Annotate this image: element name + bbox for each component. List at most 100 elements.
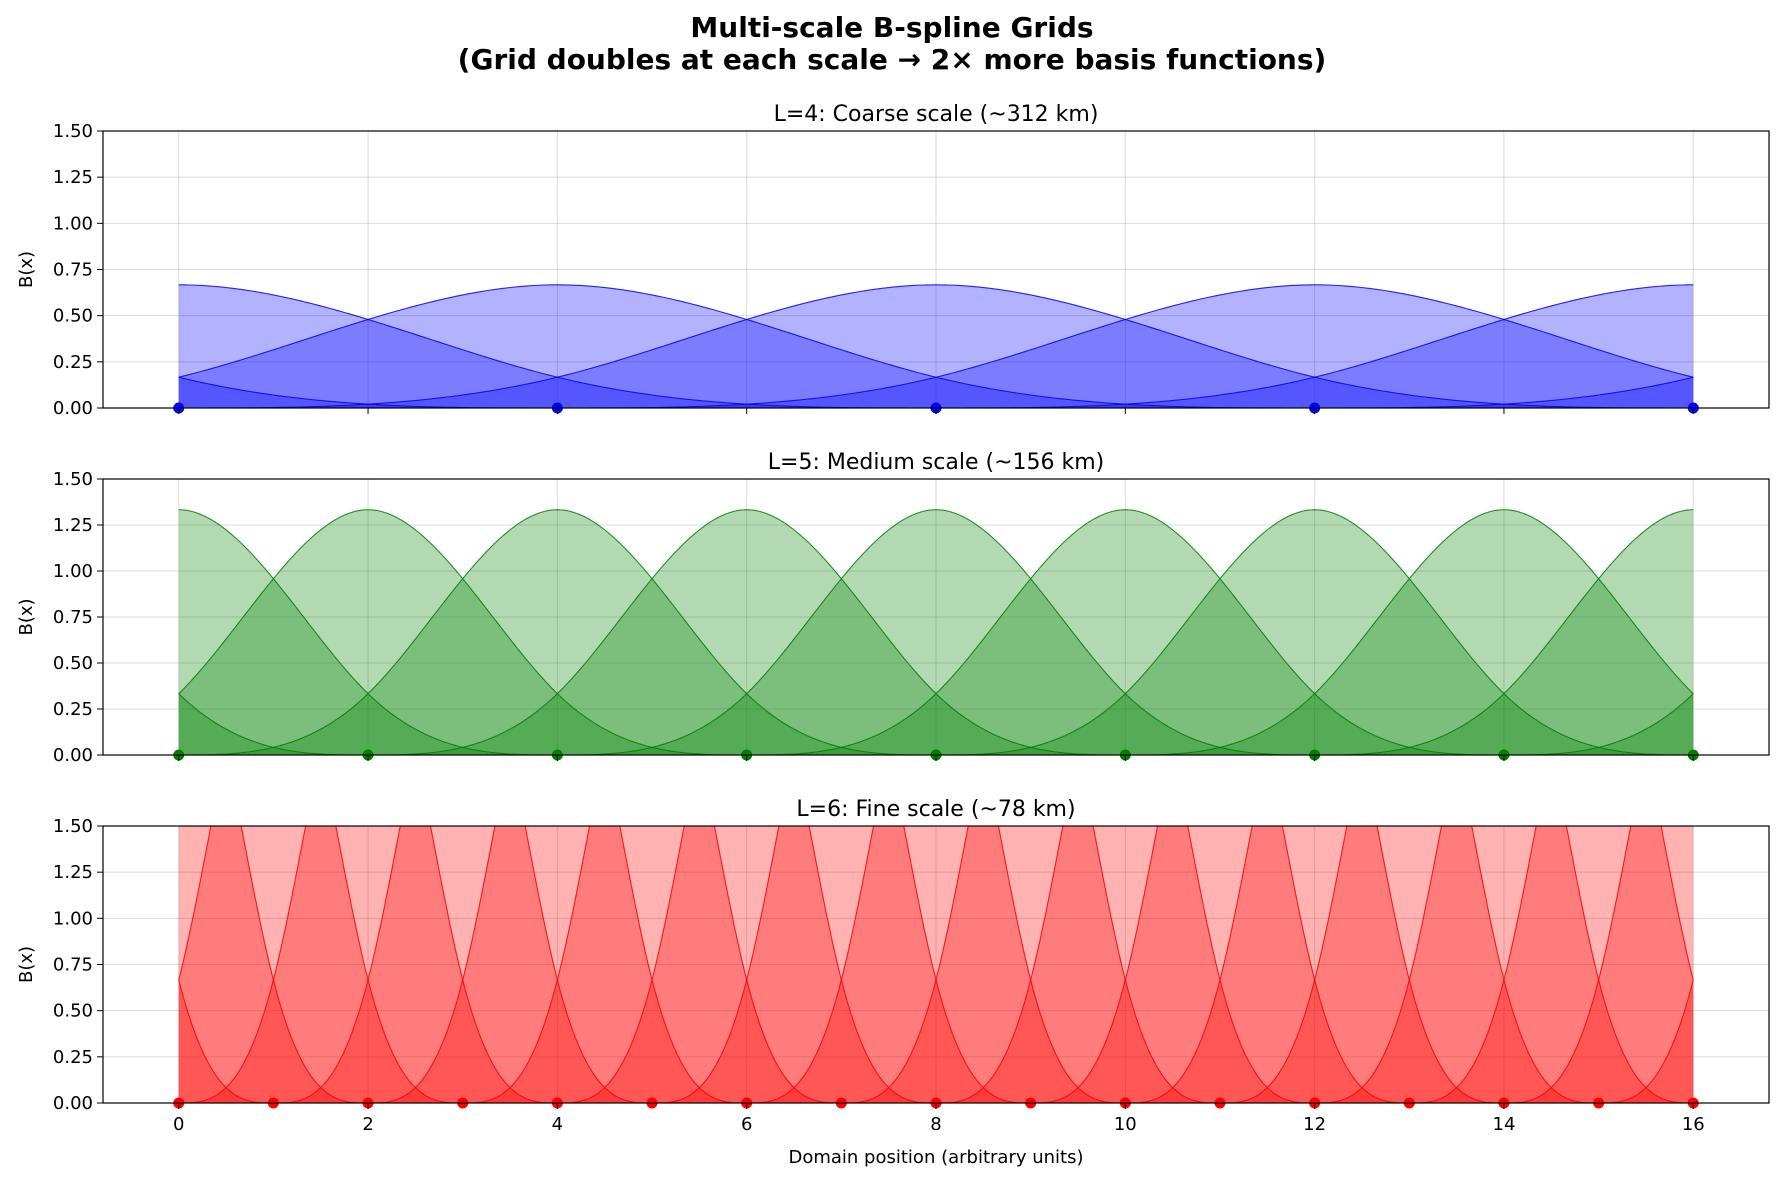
- basis-functions: [178, 509, 1694, 755]
- basis-fill-7: [557, 826, 936, 1103]
- y-tick-label: 0.00: [53, 398, 93, 419]
- basis-curve-7: [557, 826, 936, 1103]
- basis-curve-6: [462, 826, 842, 1103]
- basis-fill-4: [557, 284, 1694, 408]
- subplot-title: L=5: Medium scale (~156 km): [768, 450, 1105, 475]
- subplot-3: 0.00 0.25 0.50 0.75 1.00 1.25 1.50 0 2 4 6 8 10 12 14 1…: [16, 797, 1770, 1168]
- y-axis-label: B(x): [16, 251, 37, 288]
- basis-fill-10: [841, 826, 1220, 1103]
- subplot-2: 0.00 0.25 0.50 0.75 1.00 1.25 1.50 L=5: Medium …: [16, 450, 1770, 766]
- basis-fill-15: [1314, 826, 1694, 1103]
- basis-curve-6: [746, 509, 1504, 755]
- basis-curve-14: [1219, 826, 1599, 1103]
- y-tick-label: 0.75: [53, 955, 93, 976]
- basis-fill-11: [936, 826, 1315, 1103]
- y-tick-label: 0.25: [53, 1047, 93, 1068]
- basis-fill-17: [1503, 826, 1694, 1103]
- figure-title-line2: (Grid doubles at each scale → 2× more ba…: [457, 43, 1327, 76]
- basis-curve-8: [652, 826, 1031, 1103]
- x-tick-label: 2: [362, 1114, 373, 1135]
- basis-curve-10: [841, 826, 1220, 1103]
- y-tick-label: 1.25: [53, 862, 93, 883]
- basis-curve-4: [273, 826, 653, 1103]
- basis-curve-11: [936, 826, 1315, 1103]
- y-tick-label: 1.25: [53, 515, 93, 536]
- y-tick-label: 1.50: [53, 816, 93, 837]
- basis-fill-5: [368, 826, 747, 1103]
- y-axis-label: B(x): [16, 598, 37, 635]
- y-tick-label: 0.00: [53, 1093, 93, 1114]
- basis-curve-3: [178, 826, 558, 1103]
- basis-functions: [178, 826, 1694, 1103]
- x-tick-label: 6: [741, 1114, 752, 1135]
- x-tick-label: 8: [930, 1114, 941, 1135]
- basis-curve-15: [1314, 826, 1694, 1103]
- figure-title-line1: Multi-scale B-spline Grids: [690, 11, 1094, 44]
- basis-fill-1: [178, 826, 369, 1103]
- x-tick-label: 14: [1493, 1114, 1516, 1135]
- y-tick-label: 0.50: [53, 306, 93, 327]
- basis-fill-6: [1314, 377, 1694, 408]
- basis-curve-4: [368, 509, 1126, 755]
- y-tick-label: 1.50: [53, 121, 93, 142]
- basis-fill-2: [178, 284, 1315, 408]
- y-tick-label: 0.25: [53, 352, 93, 373]
- x-axis-label: Domain position (arbitrary units): [788, 1147, 1083, 1168]
- basis-fill-12: [1030, 826, 1410, 1103]
- basis-functions: [178, 284, 1694, 408]
- basis-curve-5: [557, 509, 1315, 755]
- y-tick-label: 1.50: [53, 469, 93, 490]
- basis-fill-18: [1598, 979, 1694, 1103]
- subplot-title: L=4: Coarse scale (~312 km): [774, 102, 1099, 127]
- y-tick-label: 0.00: [53, 745, 93, 766]
- basis-curve-12: [1030, 826, 1410, 1103]
- subplot-1: 0.00 0.25 0.50 0.75 1.00 1.25 1.50 L=4: Coarse …: [16, 102, 1770, 419]
- basis-curve-13: [1125, 826, 1504, 1103]
- x-tick-label: 16: [1682, 1114, 1705, 1135]
- y-tick-label: 1.00: [53, 908, 93, 929]
- basis-curve-3: [178, 509, 936, 755]
- basis-fill-14: [1219, 826, 1599, 1103]
- basis-fill-2: [178, 826, 463, 1103]
- basis-fill-0: [178, 377, 558, 408]
- y-tick-label: 0.50: [53, 653, 93, 674]
- basis-curve-5: [368, 826, 747, 1103]
- basis-curve-5: [936, 284, 1694, 408]
- basis-fill-10: [1503, 693, 1694, 755]
- y-tick-label: 0.25: [53, 699, 93, 720]
- basis-fill-1: [178, 284, 937, 408]
- basis-curve-16: [1409, 826, 1694, 1103]
- x-tick-label: 12: [1303, 1114, 1326, 1135]
- basis-fill-2: [178, 509, 747, 755]
- basis-fill-1: [178, 509, 558, 755]
- x-tick-label: 10: [1114, 1114, 1137, 1135]
- basis-fill-3: [178, 826, 558, 1103]
- basis-fill-8: [1125, 509, 1694, 755]
- basis-curve-7: [936, 509, 1694, 755]
- subplot-title: L=6: Fine scale (~78 km): [796, 797, 1075, 822]
- basis-fill-4: [273, 826, 653, 1103]
- basis-fill-5: [936, 284, 1694, 408]
- y-tick-label: 1.00: [53, 213, 93, 234]
- x-tick-label: 4: [552, 1114, 563, 1135]
- basis-fill-6: [462, 826, 842, 1103]
- y-tick-label: 1.25: [53, 167, 93, 188]
- basis-fill-13: [1125, 826, 1504, 1103]
- basis-curve-17: [1503, 826, 1632, 1103]
- basis-fill-9: [1314, 509, 1694, 755]
- basis-fill-9: [746, 826, 1126, 1103]
- basis-fill-3: [178, 284, 1694, 408]
- x-tick-label: 0: [173, 1114, 184, 1135]
- y-tick-label: 0.50: [53, 1001, 93, 1022]
- y-tick-label: 1.00: [53, 561, 93, 582]
- basis-curve-9: [1314, 509, 1694, 755]
- y-tick-label: 0.75: [53, 260, 93, 281]
- y-axis-label: B(x): [16, 946, 37, 983]
- basis-fill-8: [652, 826, 1031, 1103]
- basis-curve-3: [178, 284, 1694, 408]
- basis-fill-0: [178, 693, 369, 755]
- y-tick-label: 0.75: [53, 607, 93, 628]
- basis-fill-0: [178, 979, 274, 1103]
- basis-curve-9: [746, 826, 1126, 1103]
